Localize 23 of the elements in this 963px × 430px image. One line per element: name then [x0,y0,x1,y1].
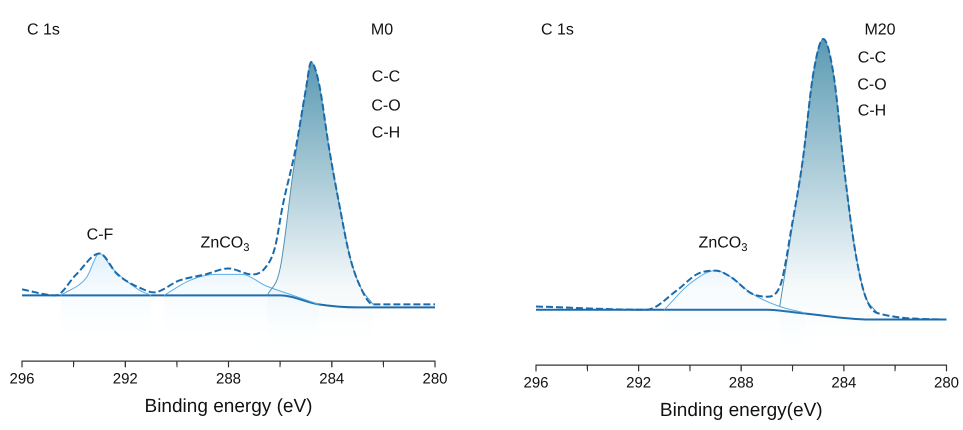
x-tick-label: 288 [216,370,242,388]
x-tick-label: 280 [422,370,448,388]
x-tick-label: 296 [523,374,549,392]
annotation: C-H [372,124,400,142]
x-tick-label: 292 [626,374,652,392]
x-tick-label: 280 [934,374,959,392]
x-axis-title: Binding energy(eV) [660,400,823,421]
annotation: C-H [858,102,886,120]
text: C 1s [541,21,574,38]
x-tick-label: 284 [831,374,856,392]
text: M0 [370,21,394,38]
x-tick-label: 288 [728,374,754,392]
annotation: C-C [858,49,886,66]
annotation: C-O [857,76,887,94]
annotation: C-C [372,68,400,86]
x-tick-label: 284 [319,370,344,388]
x-axis-title: Binding energy (eV) [144,396,312,417]
text: M20 [864,21,896,38]
text: C 1s [27,21,60,38]
annotation: C-F [86,226,114,244]
x-tick-label: 292 [112,370,138,388]
annotation: C-O [371,97,401,114]
x-tick-label: 296 [9,370,35,388]
